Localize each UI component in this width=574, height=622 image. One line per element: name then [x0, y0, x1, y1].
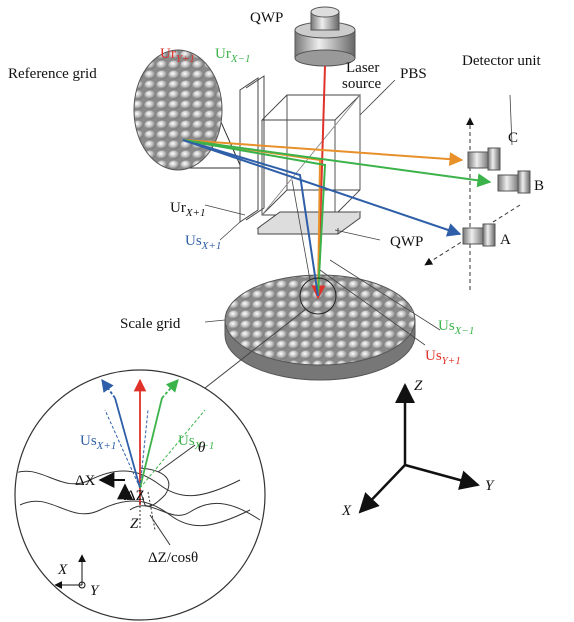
- label-main: Ur: [160, 46, 176, 62]
- inset-label: θ: [198, 440, 206, 456]
- pbs: [262, 95, 360, 215]
- label-sub: X+1: [201, 240, 222, 252]
- label: UrX+1: [170, 200, 205, 219]
- inset-label: ΔZ/cosθ: [148, 550, 198, 566]
- label: Detector unit: [462, 53, 542, 69]
- label-sub: X+1: [185, 207, 206, 219]
- inset-label: ΔZ: [126, 488, 145, 504]
- axis-label: Y: [485, 478, 495, 494]
- label: QWP: [390, 234, 423, 250]
- label-main: Ur: [215, 46, 231, 62]
- inset-label: ΔX: [75, 473, 96, 489]
- label-main: Us: [178, 433, 195, 449]
- label-sub: Y+1: [442, 355, 461, 367]
- axes: [360, 385, 478, 512]
- axis-label: X: [341, 503, 352, 519]
- label: UsX−1: [438, 318, 474, 337]
- beams: [183, 66, 490, 298]
- inset-label: Z: [130, 516, 139, 532]
- label-sub: X−1: [230, 53, 251, 65]
- label-main: Us: [425, 348, 442, 364]
- laser-source: [295, 7, 355, 66]
- label-main: Us: [80, 433, 97, 449]
- label: QWP: [250, 10, 283, 26]
- label-sub: X+1: [96, 440, 117, 452]
- diagram: QWP Laser source Detector unit Reference…: [0, 0, 574, 622]
- label-sub: Y+1: [176, 53, 195, 65]
- label-main: Us: [185, 233, 202, 249]
- label: UsY+1: [425, 348, 461, 367]
- label-main: Ur: [170, 200, 186, 216]
- inset-label: X: [57, 562, 68, 578]
- label: UsX+1: [185, 233, 221, 252]
- label: B: [534, 178, 544, 194]
- label: UrX−1: [215, 46, 250, 65]
- label: Laser: [346, 60, 379, 76]
- label-main: Us: [438, 318, 455, 334]
- scale-grid: [225, 275, 415, 380]
- label: A: [500, 232, 511, 248]
- label: PBS: [400, 66, 427, 82]
- label-sub: X−1: [454, 325, 475, 337]
- axis-label: Z: [414, 378, 423, 394]
- label: Scale grid: [120, 316, 181, 332]
- label: source: [342, 76, 381, 92]
- label: Reference grid: [8, 66, 97, 82]
- label: C: [508, 130, 518, 146]
